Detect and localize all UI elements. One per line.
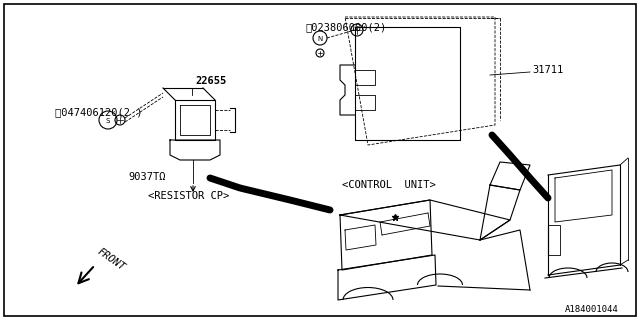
Text: 31711: 31711 bbox=[532, 65, 563, 75]
Text: FRONT: FRONT bbox=[95, 247, 126, 273]
Text: ⓢ047406120(2 ): ⓢ047406120(2 ) bbox=[55, 107, 143, 117]
Text: ⓝ023806000(2): ⓝ023806000(2) bbox=[305, 22, 387, 32]
Text: S: S bbox=[106, 117, 110, 124]
Text: <RESISTOR CP>: <RESISTOR CP> bbox=[148, 191, 229, 201]
Text: A184001044: A184001044 bbox=[565, 306, 619, 315]
Text: N: N bbox=[317, 36, 323, 42]
Text: 9037ΤΩ: 9037ΤΩ bbox=[128, 172, 166, 182]
Text: <CONTROL  UNIT>: <CONTROL UNIT> bbox=[342, 180, 436, 190]
Text: 22655: 22655 bbox=[195, 76, 227, 86]
